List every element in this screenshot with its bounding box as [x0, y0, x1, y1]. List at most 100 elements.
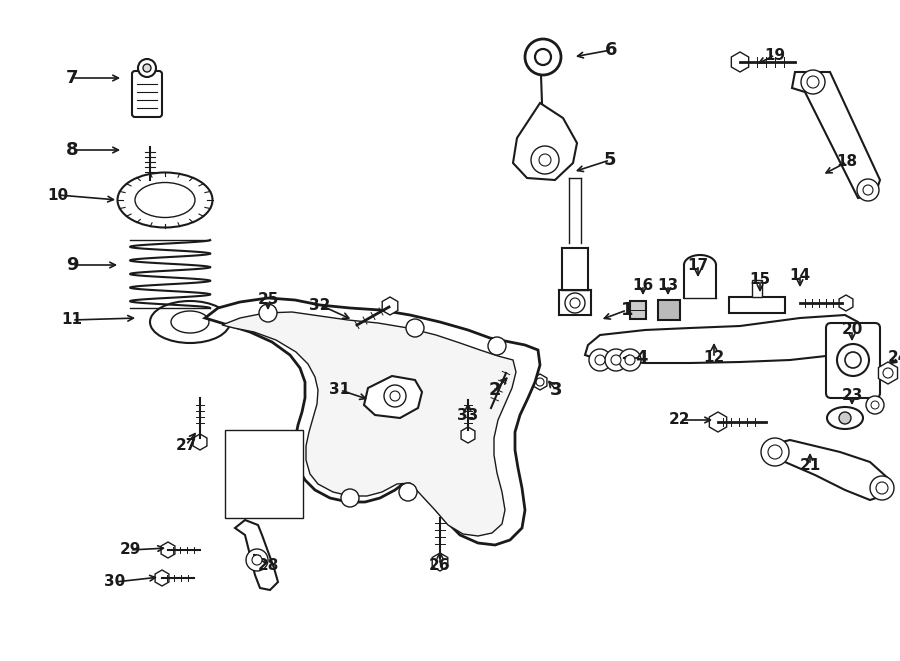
Circle shape: [837, 344, 869, 376]
Polygon shape: [513, 103, 577, 180]
Text: 26: 26: [429, 557, 451, 572]
Circle shape: [252, 555, 262, 565]
Ellipse shape: [171, 311, 209, 333]
Text: 14: 14: [789, 268, 811, 282]
Circle shape: [840, 357, 846, 363]
Polygon shape: [364, 376, 422, 418]
Text: 33: 33: [457, 407, 479, 422]
FancyBboxPatch shape: [826, 323, 880, 398]
Polygon shape: [839, 295, 853, 311]
Polygon shape: [709, 412, 726, 432]
Circle shape: [536, 378, 544, 386]
Bar: [729, 297, 785, 313]
Circle shape: [625, 355, 635, 365]
Ellipse shape: [135, 182, 195, 217]
Text: 30: 30: [104, 574, 126, 590]
FancyBboxPatch shape: [132, 71, 162, 117]
Polygon shape: [144, 178, 156, 192]
Text: 13: 13: [657, 278, 679, 293]
Circle shape: [807, 76, 819, 88]
Text: 19: 19: [764, 48, 786, 63]
Polygon shape: [765, 440, 890, 500]
Circle shape: [399, 483, 417, 501]
Circle shape: [605, 349, 627, 371]
Polygon shape: [235, 520, 278, 590]
Circle shape: [850, 367, 856, 373]
Circle shape: [839, 412, 851, 424]
Circle shape: [535, 49, 551, 65]
Polygon shape: [878, 362, 897, 384]
Text: 4: 4: [634, 349, 647, 367]
Text: 31: 31: [329, 383, 351, 397]
Circle shape: [384, 385, 406, 407]
Circle shape: [619, 349, 641, 371]
Circle shape: [768, 445, 782, 459]
Circle shape: [876, 482, 888, 494]
Circle shape: [406, 319, 424, 337]
Circle shape: [143, 64, 151, 72]
Text: 24: 24: [887, 350, 900, 366]
Circle shape: [857, 179, 879, 201]
Polygon shape: [732, 52, 749, 72]
Ellipse shape: [827, 407, 863, 429]
Polygon shape: [205, 298, 540, 545]
Circle shape: [863, 185, 873, 195]
Circle shape: [390, 391, 400, 401]
Text: 20: 20: [842, 323, 863, 338]
Circle shape: [246, 549, 268, 571]
Text: 21: 21: [799, 457, 821, 473]
Ellipse shape: [150, 301, 230, 343]
Circle shape: [801, 70, 825, 94]
Text: 15: 15: [750, 272, 770, 288]
Circle shape: [565, 293, 585, 313]
Text: 32: 32: [310, 297, 330, 313]
Circle shape: [845, 352, 861, 368]
Text: 12: 12: [704, 350, 725, 366]
Text: 7: 7: [66, 69, 78, 87]
Text: 2: 2: [489, 381, 501, 399]
Text: 17: 17: [688, 258, 708, 272]
Circle shape: [595, 355, 605, 365]
Circle shape: [883, 368, 893, 378]
Polygon shape: [382, 297, 398, 315]
Text: 22: 22: [670, 412, 691, 428]
Text: 11: 11: [61, 313, 83, 327]
Circle shape: [589, 349, 611, 371]
Polygon shape: [533, 374, 547, 390]
Text: 18: 18: [836, 155, 858, 169]
Bar: [630, 301, 646, 319]
Polygon shape: [155, 570, 169, 586]
Text: 10: 10: [48, 188, 68, 202]
Text: 27: 27: [176, 438, 197, 453]
Text: 5: 5: [604, 151, 617, 169]
Polygon shape: [484, 400, 498, 416]
Text: 1: 1: [621, 301, 634, 319]
Circle shape: [539, 154, 551, 166]
Polygon shape: [194, 434, 207, 450]
Text: 6: 6: [605, 41, 617, 59]
Text: 28: 28: [257, 557, 279, 572]
Circle shape: [531, 146, 559, 174]
Circle shape: [611, 355, 621, 365]
Circle shape: [870, 476, 894, 500]
Polygon shape: [585, 315, 862, 363]
Circle shape: [761, 438, 789, 466]
Text: 25: 25: [257, 293, 279, 307]
Bar: [225, 430, 303, 518]
Text: 23: 23: [842, 387, 863, 403]
Text: 16: 16: [633, 278, 653, 293]
Circle shape: [850, 347, 856, 353]
Polygon shape: [432, 553, 448, 571]
Circle shape: [866, 396, 884, 414]
Polygon shape: [792, 72, 880, 198]
Bar: [752, 280, 762, 297]
Polygon shape: [161, 542, 175, 558]
Text: 8: 8: [66, 141, 78, 159]
Circle shape: [860, 357, 866, 363]
Text: 29: 29: [120, 543, 140, 557]
Circle shape: [138, 59, 156, 77]
Circle shape: [871, 401, 879, 409]
Circle shape: [488, 337, 506, 355]
Circle shape: [570, 298, 580, 308]
Circle shape: [525, 39, 561, 75]
